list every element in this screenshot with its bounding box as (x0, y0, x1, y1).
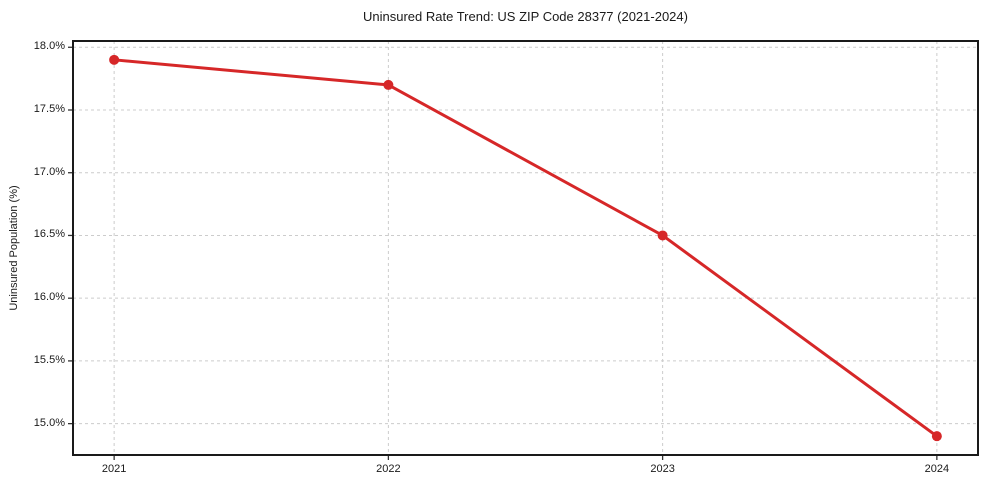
plot-border (72, 40, 979, 456)
data-point-marker (657, 230, 668, 241)
x-tick-label: 2023 (650, 463, 675, 475)
y-tick-label: 17.0% (33, 165, 65, 178)
y-tick-label: 18.0% (33, 40, 65, 53)
chart-title: Uninsured Rate Trend: US ZIP Code 28377 … (363, 9, 688, 24)
x-tick-label: 2024 (924, 463, 950, 475)
data-point-marker (931, 431, 942, 442)
y-tick-label: 16.0% (33, 291, 65, 304)
y-tick-label: 16.5% (33, 228, 65, 241)
x-tick-label: 2021 (101, 463, 127, 475)
trend-line (112, 58, 939, 438)
x-tick-label: 2022 (376, 463, 401, 475)
data-point-marker (109, 54, 120, 65)
y-tick-label: 17.5% (33, 103, 65, 115)
y-tick-label: 15.0% (33, 416, 65, 429)
data-point-marker (383, 79, 394, 90)
y-tick-label: 15.5% (33, 353, 65, 366)
